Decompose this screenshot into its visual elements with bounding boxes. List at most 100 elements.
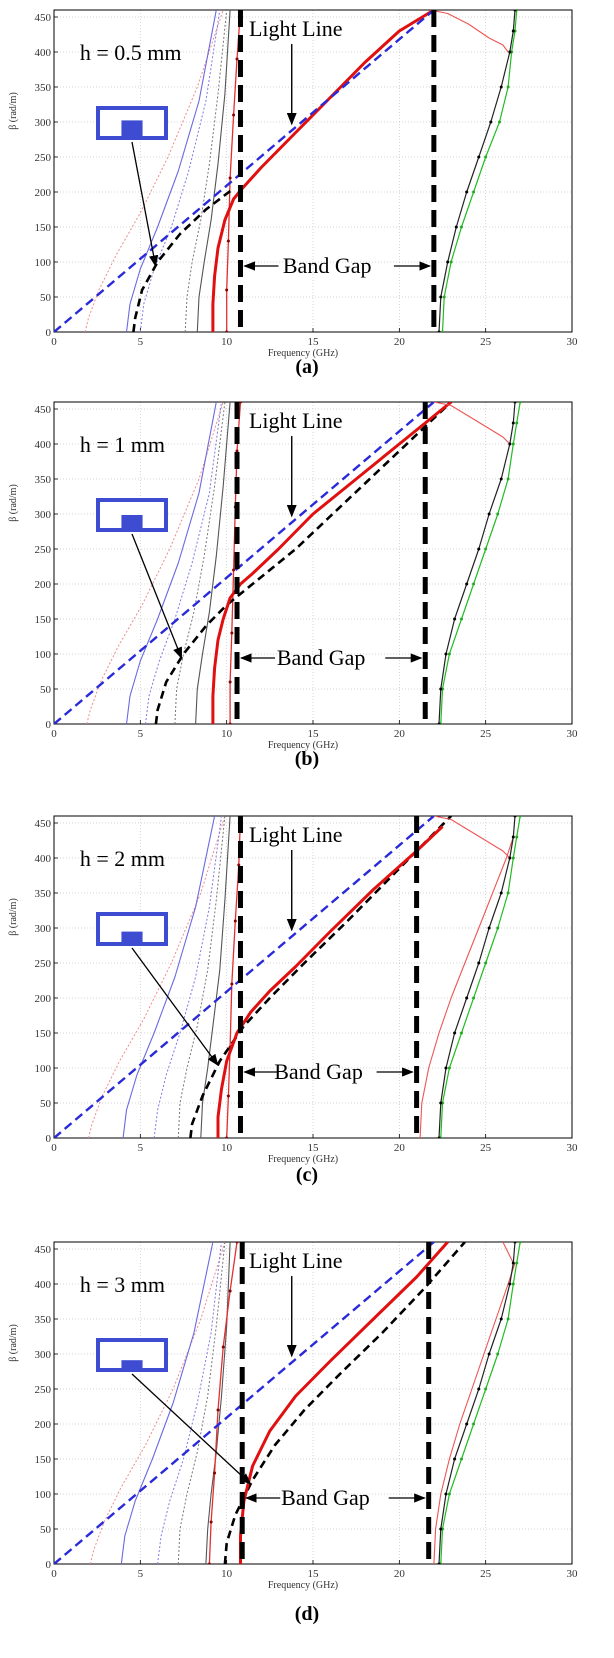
light-line [54, 402, 435, 724]
series-point [515, 421, 519, 425]
band-gap-label: Band Gap [283, 253, 372, 278]
x-axis-label: Frequency (GHz) [268, 1580, 338, 1591]
x-tick-label: 30 [567, 1142, 579, 1154]
series-point [447, 1492, 451, 1496]
chart-svg-d: 0 5 10 15 20 25 30050100150200250300350400450F… [8, 1241, 578, 1591]
y-tick-label: 200 [35, 187, 52, 199]
series-point [230, 631, 234, 635]
series-point [459, 225, 463, 229]
chart-panel-a: 0 5 10 15 20 25 30 0 50 100 150 200 250 300 350 400 450 F… [0, 0, 614, 392]
y-tick-label: 150 [35, 222, 52, 234]
parameter-label: h = 1 mm [80, 432, 165, 457]
series-point [444, 1492, 448, 1496]
series-point [459, 1031, 463, 1035]
light-line [54, 1242, 435, 1564]
x-axis-label: Frequency (GHz) [268, 348, 338, 359]
chart-svg-c: 0 5 10 15 20 25 30050100150200250300350400450F… [8, 815, 578, 1165]
series-thin-blue-1 [125, 402, 217, 724]
y-tick-label: 300 [35, 1349, 52, 1361]
y-tick-label: 350 [35, 82, 52, 94]
x-axis-label: Frequency (GHz) [268, 1154, 338, 1165]
series-point [437, 1562, 441, 1564]
series-point [511, 856, 515, 860]
y-tick-label: 450 [35, 1244, 52, 1256]
series-point [497, 120, 501, 124]
y-tick-label: 150 [35, 614, 52, 626]
series-point [439, 295, 443, 299]
series-thick-red-7 [216, 825, 444, 1138]
series-point [447, 652, 451, 656]
series-thick-red-7 [239, 1242, 449, 1564]
x-tick-label: 30 [567, 336, 579, 348]
y-axis-label: β (rad/m) [8, 898, 19, 936]
x-tick-label: 20 [394, 728, 406, 740]
series-thin-gray-4 [200, 816, 231, 1138]
series-point [472, 1422, 476, 1426]
series-point [508, 442, 512, 446]
y-tick-label: 200 [35, 579, 52, 591]
x-tick-label: 30 [567, 728, 579, 740]
series-point [465, 190, 469, 194]
series-point [477, 1387, 481, 1391]
x-tick-label: 20 [394, 1568, 406, 1580]
light-line-label: Light Line [249, 1248, 342, 1273]
series-point [439, 687, 443, 691]
series-thin-black-dots-11 [438, 10, 516, 332]
series-point [235, 1242, 239, 1244]
series-thin-black-dots-10 [438, 402, 516, 724]
series-point [508, 856, 512, 860]
series-point [226, 239, 230, 243]
band-gap-label: Band Gap [281, 1485, 370, 1510]
series-point [477, 547, 481, 551]
icon-pointer-arrow [131, 141, 159, 268]
series-point [441, 330, 444, 332]
band-gap-label: Band Gap [277, 645, 366, 670]
series-thin-gray-dotted-3 [177, 816, 226, 1138]
y-tick-label: 100 [35, 1063, 52, 1075]
y-tick-label: 100 [35, 649, 52, 661]
series-thin-gray-4 [196, 10, 231, 332]
parameter-label: h = 2 mm [80, 846, 165, 871]
y-axis-label: β (rad/m) [8, 484, 19, 522]
y-tick-label: 50 [40, 1098, 52, 1110]
x-tick-label: 5 [138, 728, 144, 740]
x-tick-label: 5 [138, 1568, 144, 1580]
series-point [518, 816, 522, 818]
series-point [472, 582, 476, 586]
chart-svg-a: 0 5 10 15 20 25 30050100150200250300350400450F… [8, 9, 578, 359]
series-point [484, 961, 488, 965]
series-thick-red-7 [211, 402, 453, 724]
series-thin-red-upper-8 [430, 10, 490, 39]
series-point [487, 512, 491, 516]
panel-caption-a: (a) [295, 356, 319, 378]
series-group [86, 402, 522, 724]
light-line-label: Light Line [249, 822, 342, 847]
series-point [477, 155, 481, 159]
series-point [439, 1527, 443, 1531]
series-point [237, 863, 241, 867]
series-point [496, 926, 500, 930]
series-point [484, 155, 488, 159]
icon-pointer-arrow [131, 1373, 252, 1485]
series-point [442, 295, 446, 299]
y-tick-label: 100 [35, 257, 52, 269]
series-point [484, 547, 488, 551]
x-axis-label: Frequency (GHz) [268, 740, 338, 751]
series-point [515, 1261, 519, 1265]
series-point [465, 996, 469, 1000]
series-thin-green-10 [441, 10, 518, 332]
y-tick-label: 0 [46, 719, 52, 731]
series-point [508, 50, 512, 54]
waveguide-cross-section-icon [96, 1338, 168, 1372]
series-thin-gray-4 [195, 402, 231, 724]
band-gap-label: Band Gap [274, 1059, 363, 1084]
series-thin-blue-dotted-2 [145, 402, 222, 724]
x-tick-label: 25 [480, 1142, 492, 1154]
series-point [221, 1345, 225, 1349]
y-tick-label: 250 [35, 958, 52, 970]
series-thick-red-7 [211, 10, 435, 332]
y-tick-label: 0 [46, 1133, 52, 1145]
series-point [506, 1317, 510, 1321]
series-point [453, 1031, 457, 1035]
series-point [506, 85, 510, 89]
